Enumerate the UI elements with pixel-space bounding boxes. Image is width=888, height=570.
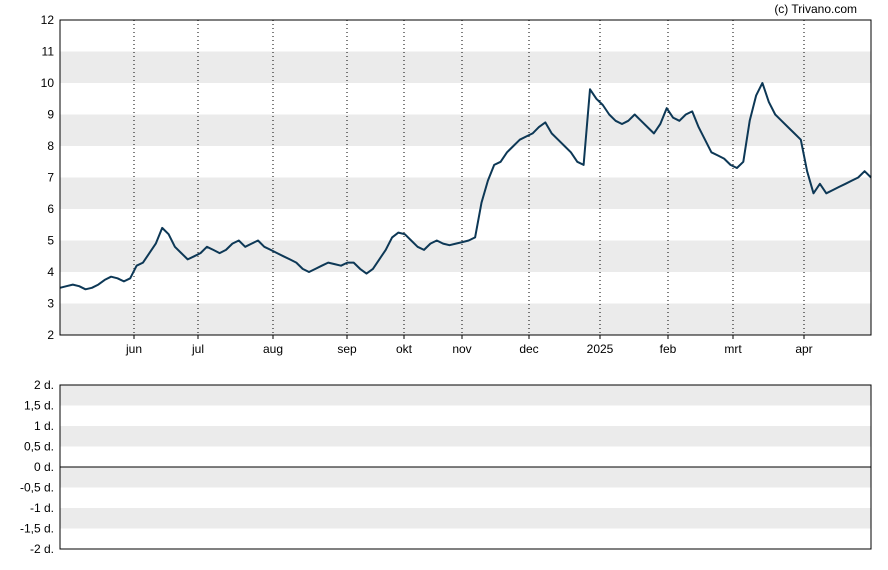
copyright-label: (c) Trivano.com xyxy=(774,2,857,16)
x-tick-label: mrt xyxy=(724,342,742,356)
grid-band xyxy=(60,177,871,209)
y-tick-label: 9 xyxy=(47,108,54,122)
grid-band xyxy=(60,209,871,241)
grid-band xyxy=(60,446,871,467)
x-tick-label: nov xyxy=(452,342,471,356)
y-tick-label: 11 xyxy=(42,45,55,59)
y-tick-label: 12 xyxy=(41,13,55,27)
y-tick-label: 7 xyxy=(47,171,54,185)
grid-band xyxy=(60,508,871,529)
month-gridlines xyxy=(133,20,805,335)
y-tick-label: 2 xyxy=(47,328,54,342)
y-tick-label: 5 xyxy=(47,234,54,248)
y-tick-label: 0,5 d. xyxy=(24,440,54,454)
grid-band xyxy=(60,51,871,83)
y-tick-label: 3 xyxy=(47,297,54,311)
grid-band xyxy=(60,405,871,426)
price-series xyxy=(59,82,872,291)
y-tick-label: 4 xyxy=(47,265,54,279)
grid-band xyxy=(60,114,871,146)
grid-band xyxy=(60,426,871,447)
volume-chart-bands xyxy=(60,385,871,549)
y-tick-label: 2 d. xyxy=(34,378,54,392)
grid-band xyxy=(60,467,871,488)
price-line xyxy=(59,82,872,291)
volume-y-axis: 2 d. 1,5 d. 1 d. 0,5 d. 0 d. -0,5 d. -1 d. -1,5… xyxy=(20,378,54,556)
grid-band xyxy=(60,528,871,549)
grid-band xyxy=(60,146,871,178)
y-tick-label: 1 d. xyxy=(34,419,54,433)
x-tick-label: jun xyxy=(125,342,142,356)
grid-band xyxy=(60,487,871,508)
price-chart-bands xyxy=(60,20,871,335)
x-tick-label: apr xyxy=(795,342,812,356)
y-tick-label: 6 xyxy=(47,202,54,216)
price-chart-frame xyxy=(59,19,872,336)
y-tick-label: -1,5 d. xyxy=(20,522,54,536)
y-tick-label: 8 xyxy=(47,139,54,153)
y-tick-label: 10 xyxy=(41,76,55,90)
volume-chart-frame xyxy=(59,384,872,550)
x-tick-label: feb xyxy=(660,342,677,356)
grid-band xyxy=(60,303,871,335)
x-tick-label: okt xyxy=(396,342,413,356)
y-tick-label: 1,5 d. xyxy=(24,399,54,413)
y-tick-label: 0 d. xyxy=(34,460,54,474)
month-x-axis: jun jul aug sep okt nov dec 2025 feb mrt apr xyxy=(125,335,813,356)
grid-band xyxy=(60,83,871,115)
x-tick-label: sep xyxy=(337,342,357,356)
x-tick-label: dec xyxy=(519,342,538,356)
grid-band xyxy=(60,20,871,52)
x-tick-label: 2025 xyxy=(587,342,614,356)
grid-band xyxy=(60,385,871,406)
y-tick-label: -1 d. xyxy=(30,501,54,515)
grid-band xyxy=(60,240,871,272)
y-tick-label: -0,5 d. xyxy=(20,481,54,495)
x-tick-label: jul xyxy=(191,342,204,356)
grid-band xyxy=(60,272,871,304)
price-y-axis: 2 3 4 5 6 7 8 9 10 11 12 xyxy=(41,13,55,342)
y-tick-label: -2 d. xyxy=(30,542,54,556)
x-tick-label: aug xyxy=(263,342,283,356)
